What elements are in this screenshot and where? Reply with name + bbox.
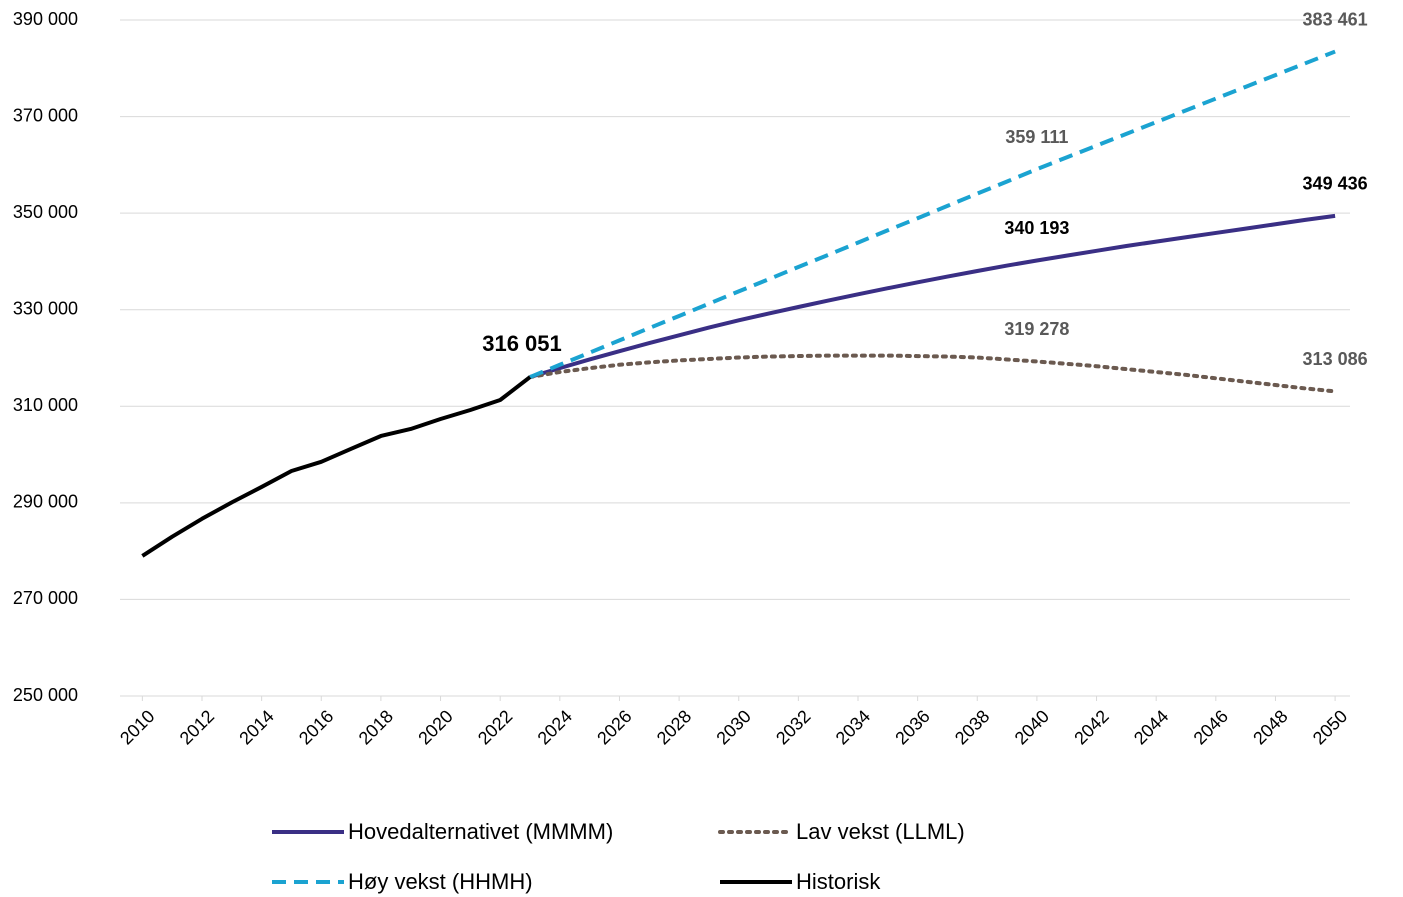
x-tick-label: 2018: [355, 706, 397, 748]
y-tick-label: 370 000: [13, 105, 78, 125]
x-tick-label: 2028: [653, 706, 695, 748]
data-label: 316 051: [482, 331, 562, 356]
x-tick-label: 2046: [1190, 706, 1232, 748]
x-tick-label: 2022: [474, 706, 516, 748]
x-tick-label: 2034: [832, 706, 874, 748]
x-tick-label: 2024: [534, 706, 576, 748]
y-tick-label: 270 000: [13, 588, 78, 608]
y-tick-label: 350 000: [13, 202, 78, 222]
data-label: 319 278: [1004, 319, 1069, 339]
x-tick-label: 2040: [1011, 706, 1053, 748]
x-tick-label: 2044: [1130, 706, 1172, 748]
x-tick-label: 2020: [414, 706, 456, 748]
x-tick-label: 2026: [593, 706, 635, 748]
x-tick-label: 2050: [1309, 706, 1351, 748]
x-tick-label: 2038: [951, 706, 993, 748]
data-label: 340 193: [1004, 218, 1069, 238]
x-tick-label: 2042: [1070, 706, 1112, 748]
y-tick-label: 310 000: [13, 395, 78, 415]
x-tick-label: 2032: [772, 706, 814, 748]
data-label: 349 436: [1303, 174, 1368, 194]
series-line: [529, 213, 1336, 379]
series-line: [529, 49, 1336, 379]
legend-label: Hovedalternativet (MMMM): [348, 819, 613, 844]
data-label: 313 086: [1303, 349, 1368, 369]
x-tick-label: 2010: [116, 706, 158, 748]
legend-label: Lav vekst (LLML): [796, 819, 965, 844]
x-tick-label: 2048: [1249, 706, 1291, 748]
y-tick-label: 250 000: [13, 685, 78, 705]
data-label: 383 461: [1303, 9, 1368, 29]
legend-label: Historisk: [796, 869, 881, 894]
x-tick-label: 2016: [295, 706, 337, 748]
series-line: [528, 353, 1338, 394]
series-line: [141, 375, 532, 558]
x-tick-label: 2012: [176, 706, 218, 748]
legend-label: Høy vekst (HHMH): [348, 869, 533, 894]
y-tick-label: 390 000: [13, 9, 78, 29]
y-tick-label: 330 000: [13, 298, 78, 318]
y-tick-label: 290 000: [13, 492, 78, 512]
x-tick-label: 2014: [235, 706, 277, 748]
data-label: 359 111: [1005, 127, 1068, 147]
x-tick-label: 2036: [891, 706, 933, 748]
x-tick-label: 2030: [712, 706, 754, 748]
